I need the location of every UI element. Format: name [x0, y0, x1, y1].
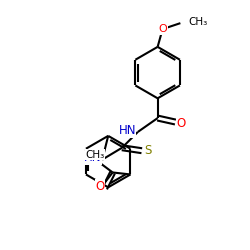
Text: S: S [144, 144, 152, 157]
Text: O: O [95, 180, 104, 193]
Text: HN: HN [118, 124, 136, 138]
Text: CH₃: CH₃ [85, 150, 104, 160]
Text: O: O [177, 116, 186, 130]
Text: O: O [158, 24, 167, 34]
Text: HN: HN [84, 151, 101, 164]
Text: CH₃: CH₃ [188, 17, 208, 27]
